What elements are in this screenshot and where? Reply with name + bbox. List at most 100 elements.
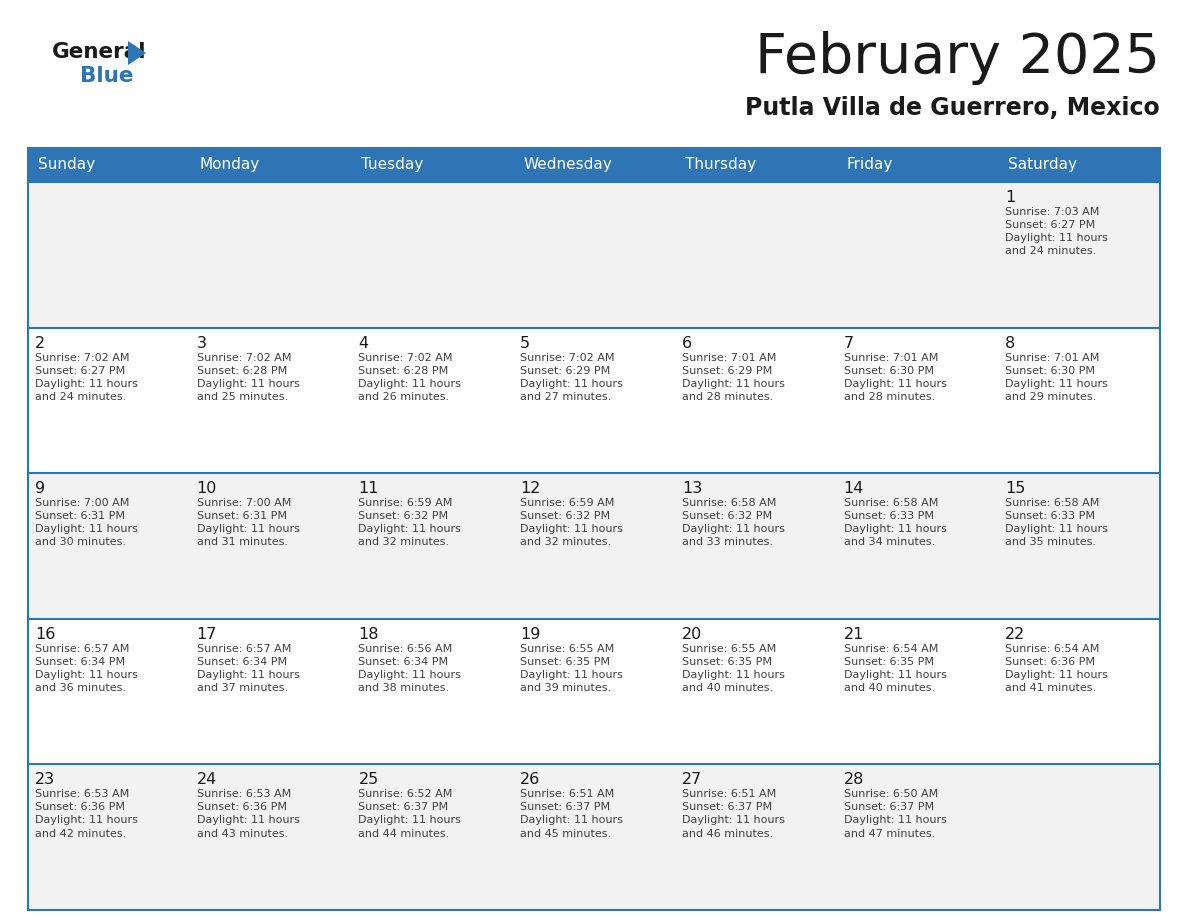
Text: 18: 18 — [359, 627, 379, 642]
Text: Daylight: 11 hours
and 44 minutes.: Daylight: 11 hours and 44 minutes. — [359, 815, 461, 839]
Text: Wednesday: Wednesday — [523, 158, 612, 173]
Text: Sunset: 6:28 PM: Sunset: 6:28 PM — [359, 365, 449, 375]
Text: Daylight: 11 hours
and 46 minutes.: Daylight: 11 hours and 46 minutes. — [682, 815, 785, 839]
Text: Sunrise: 6:54 AM: Sunrise: 6:54 AM — [1005, 644, 1100, 654]
Text: Sunrise: 6:59 AM: Sunrise: 6:59 AM — [520, 498, 614, 509]
Text: Thursday: Thursday — [684, 158, 756, 173]
Text: Sunrise: 6:55 AM: Sunrise: 6:55 AM — [682, 644, 776, 654]
Text: Daylight: 11 hours
and 32 minutes.: Daylight: 11 hours and 32 minutes. — [520, 524, 623, 547]
Text: Sunset: 6:35 PM: Sunset: 6:35 PM — [843, 656, 934, 666]
Text: Daylight: 11 hours
and 26 minutes.: Daylight: 11 hours and 26 minutes. — [359, 378, 461, 402]
Text: Daylight: 11 hours
and 41 minutes.: Daylight: 11 hours and 41 minutes. — [1005, 670, 1108, 693]
Text: Sunrise: 7:00 AM: Sunrise: 7:00 AM — [34, 498, 129, 509]
Text: 13: 13 — [682, 481, 702, 497]
Text: Blue: Blue — [80, 66, 133, 86]
Text: Friday: Friday — [847, 158, 893, 173]
Text: Daylight: 11 hours
and 24 minutes.: Daylight: 11 hours and 24 minutes. — [1005, 233, 1108, 256]
Text: Sunrise: 6:55 AM: Sunrise: 6:55 AM — [520, 644, 614, 654]
Text: Sunrise: 7:02 AM: Sunrise: 7:02 AM — [197, 353, 291, 363]
Text: Sunset: 6:37 PM: Sunset: 6:37 PM — [843, 802, 934, 812]
Text: 25: 25 — [359, 772, 379, 788]
Text: 6: 6 — [682, 336, 691, 351]
Text: 12: 12 — [520, 481, 541, 497]
Text: Daylight: 11 hours
and 36 minutes.: Daylight: 11 hours and 36 minutes. — [34, 670, 138, 693]
Polygon shape — [128, 41, 146, 65]
Text: Sunrise: 6:57 AM: Sunrise: 6:57 AM — [34, 644, 129, 654]
Bar — [29, 473, 1159, 619]
Text: 3: 3 — [197, 336, 207, 351]
Text: 20: 20 — [682, 627, 702, 642]
Text: Sunrise: 7:02 AM: Sunrise: 7:02 AM — [34, 353, 129, 363]
Text: Sunset: 6:29 PM: Sunset: 6:29 PM — [682, 365, 772, 375]
Text: 8: 8 — [1005, 336, 1016, 351]
Text: 7: 7 — [843, 336, 854, 351]
Text: Sunset: 6:37 PM: Sunset: 6:37 PM — [520, 802, 611, 812]
Text: Daylight: 11 hours
and 28 minutes.: Daylight: 11 hours and 28 minutes. — [843, 378, 947, 402]
Text: Sunset: 6:32 PM: Sunset: 6:32 PM — [520, 511, 611, 521]
Text: Sunset: 6:34 PM: Sunset: 6:34 PM — [34, 656, 125, 666]
Text: Sunrise: 6:54 AM: Sunrise: 6:54 AM — [843, 644, 939, 654]
Text: Sunday: Sunday — [38, 158, 95, 173]
Text: Sunset: 6:37 PM: Sunset: 6:37 PM — [682, 802, 772, 812]
Text: Sunrise: 6:59 AM: Sunrise: 6:59 AM — [359, 498, 453, 509]
Text: Sunset: 6:37 PM: Sunset: 6:37 PM — [359, 802, 449, 812]
Text: Daylight: 11 hours
and 25 minutes.: Daylight: 11 hours and 25 minutes. — [197, 378, 299, 402]
Text: 9: 9 — [34, 481, 45, 497]
Bar — [29, 148, 1159, 182]
Text: Daylight: 11 hours
and 47 minutes.: Daylight: 11 hours and 47 minutes. — [843, 815, 947, 839]
Text: Sunset: 6:33 PM: Sunset: 6:33 PM — [1005, 511, 1095, 521]
Text: 26: 26 — [520, 772, 541, 788]
Text: 10: 10 — [197, 481, 217, 497]
Text: Daylight: 11 hours
and 43 minutes.: Daylight: 11 hours and 43 minutes. — [197, 815, 299, 839]
Text: Sunset: 6:34 PM: Sunset: 6:34 PM — [359, 656, 449, 666]
Text: Sunset: 6:27 PM: Sunset: 6:27 PM — [1005, 220, 1095, 230]
Text: Daylight: 11 hours
and 28 minutes.: Daylight: 11 hours and 28 minutes. — [682, 378, 785, 402]
Text: 17: 17 — [197, 627, 217, 642]
Bar — [29, 328, 1159, 473]
Bar — [29, 765, 1159, 910]
Text: Sunset: 6:30 PM: Sunset: 6:30 PM — [1005, 365, 1095, 375]
Text: 22: 22 — [1005, 627, 1025, 642]
Text: Sunrise: 7:01 AM: Sunrise: 7:01 AM — [682, 353, 776, 363]
Text: Sunrise: 6:56 AM: Sunrise: 6:56 AM — [359, 644, 453, 654]
Text: Daylight: 11 hours
and 45 minutes.: Daylight: 11 hours and 45 minutes. — [520, 815, 623, 839]
Text: 4: 4 — [359, 336, 368, 351]
Text: Daylight: 11 hours
and 40 minutes.: Daylight: 11 hours and 40 minutes. — [843, 670, 947, 693]
Bar — [29, 619, 1159, 765]
Text: 19: 19 — [520, 627, 541, 642]
Text: Daylight: 11 hours
and 31 minutes.: Daylight: 11 hours and 31 minutes. — [197, 524, 299, 547]
Text: Sunset: 6:36 PM: Sunset: 6:36 PM — [34, 802, 125, 812]
Text: 11: 11 — [359, 481, 379, 497]
Text: Sunset: 6:31 PM: Sunset: 6:31 PM — [34, 511, 125, 521]
Text: Daylight: 11 hours
and 32 minutes.: Daylight: 11 hours and 32 minutes. — [359, 524, 461, 547]
Text: Sunset: 6:32 PM: Sunset: 6:32 PM — [682, 511, 772, 521]
Text: 21: 21 — [843, 627, 864, 642]
Text: Saturday: Saturday — [1009, 158, 1078, 173]
Text: February 2025: February 2025 — [756, 31, 1159, 85]
Text: Sunset: 6:29 PM: Sunset: 6:29 PM — [520, 365, 611, 375]
Text: Sunrise: 7:03 AM: Sunrise: 7:03 AM — [1005, 207, 1100, 217]
Text: Sunrise: 7:02 AM: Sunrise: 7:02 AM — [520, 353, 614, 363]
Text: Sunset: 6:36 PM: Sunset: 6:36 PM — [1005, 656, 1095, 666]
Text: Sunset: 6:36 PM: Sunset: 6:36 PM — [197, 802, 286, 812]
Text: Daylight: 11 hours
and 27 minutes.: Daylight: 11 hours and 27 minutes. — [520, 378, 623, 402]
Text: Sunset: 6:31 PM: Sunset: 6:31 PM — [197, 511, 286, 521]
Text: Sunrise: 7:02 AM: Sunrise: 7:02 AM — [359, 353, 453, 363]
Text: Sunrise: 6:51 AM: Sunrise: 6:51 AM — [682, 789, 776, 800]
Text: 2: 2 — [34, 336, 45, 351]
Text: Sunrise: 6:51 AM: Sunrise: 6:51 AM — [520, 789, 614, 800]
Text: Putla Villa de Guerrero, Mexico: Putla Villa de Guerrero, Mexico — [745, 96, 1159, 120]
Text: Sunset: 6:30 PM: Sunset: 6:30 PM — [843, 365, 934, 375]
Text: Sunset: 6:34 PM: Sunset: 6:34 PM — [197, 656, 286, 666]
Text: Sunset: 6:28 PM: Sunset: 6:28 PM — [197, 365, 287, 375]
Text: Daylight: 11 hours
and 40 minutes.: Daylight: 11 hours and 40 minutes. — [682, 670, 785, 693]
Text: 27: 27 — [682, 772, 702, 788]
Text: 14: 14 — [843, 481, 864, 497]
Text: Tuesday: Tuesday — [361, 158, 424, 173]
Text: Monday: Monday — [200, 158, 260, 173]
Text: Daylight: 11 hours
and 29 minutes.: Daylight: 11 hours and 29 minutes. — [1005, 378, 1108, 402]
Text: 5: 5 — [520, 336, 530, 351]
Text: Sunrise: 7:00 AM: Sunrise: 7:00 AM — [197, 498, 291, 509]
Text: Sunset: 6:33 PM: Sunset: 6:33 PM — [843, 511, 934, 521]
Text: 23: 23 — [34, 772, 55, 788]
